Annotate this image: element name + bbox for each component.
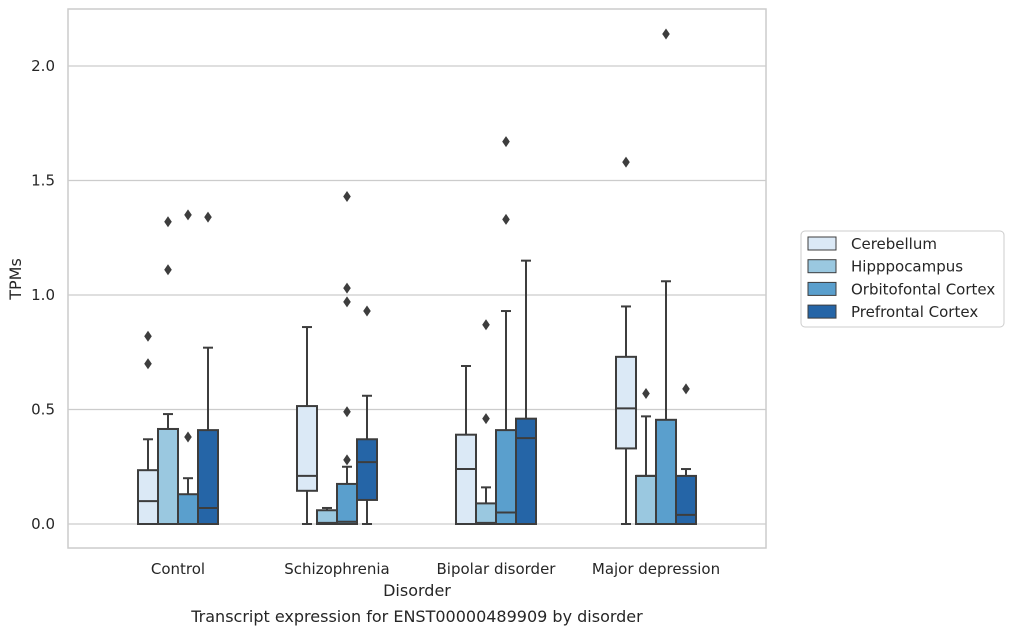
legend: Cerebellum Hipppocampus Orbitofontal Corte… [800,230,1005,328]
outlier-point [502,136,510,148]
box-1-4 [615,156,637,525]
outlier-point [144,358,152,370]
outlier-point [662,28,670,40]
box-body [655,418,677,525]
y-tick-labels: 0.0 0.5 1.0 1.5 2.0 [31,57,55,533]
x-axis-label: Disorder [383,581,451,600]
x-tick-label: Schizophrenia [284,560,389,578]
y-axis-label: TPMs [6,258,25,301]
box-3-1 [177,209,199,526]
x-tick-labels: Control Schizophrenia Bipolar disorder Majo… [151,560,720,578]
box-1-1 [137,330,159,525]
legend-swatch [807,281,837,296]
y-tick-label: 0.5 [31,401,55,419]
legend-item: Cerebellum [807,235,937,253]
box-3-3 [495,136,517,525]
outlier-point [343,191,351,203]
box-body [455,433,477,525]
legend-label: Prefrontal Cortex [851,303,978,321]
x-tick-label: Control [151,560,205,578]
legend-swatch [807,259,837,274]
legend-item: Prefrontal Cortex [807,303,978,321]
legend-swatch [807,304,837,319]
box-body [137,469,159,525]
outlier-point [343,296,351,308]
outlier-point [343,282,351,294]
x-tick-label: Major depression [592,560,720,578]
box-2-3 [475,319,497,526]
outlier-point [184,431,192,443]
box-body [356,438,378,501]
box-body [635,474,657,526]
outlier-point [642,387,650,399]
legend-item: Orbitofontal Cortex [807,280,995,298]
outlier-point [502,213,510,225]
box-3-4 [655,28,677,525]
chart-caption: Transcript expression for ENST0000048990… [190,607,643,626]
outlier-point [482,413,490,425]
legend-label: Hipppocampus [851,258,963,276]
outlier-point [164,216,172,228]
legend-label: Orbitofontal Cortex [851,280,995,298]
box-body [197,429,219,525]
outlier-point [622,156,630,168]
box-body [475,502,497,526]
box-body [336,482,358,525]
outlier-point [144,330,152,342]
box-body [495,429,517,525]
box-2-2 [316,506,338,526]
box-body [615,355,637,450]
outlier-point [363,305,371,317]
legend-label: Cerebellum [851,235,937,253]
outlier-point [204,211,212,223]
box-body [675,474,697,526]
outlier-point [482,319,490,331]
boxes-layer [137,28,697,526]
outlier-point [682,383,690,395]
outlier-point [343,406,351,418]
legend-swatch [807,236,837,251]
outlier-point [343,454,351,466]
box-4-1 [197,211,219,525]
box-1-3 [455,364,477,525]
outlier-point [184,209,192,221]
box-2-1 [157,216,179,525]
y-tick-label: 1.0 [31,286,55,304]
legend-item: Hipppocampus [807,258,963,276]
y-tick-label: 2.0 [31,57,55,75]
box-1-2 [296,326,318,525]
y-tick-label: 0.0 [31,515,55,533]
box-body [177,493,199,526]
y-tick-label: 1.5 [31,172,55,190]
box-body [296,405,318,492]
box-4-4 [675,383,697,526]
legend-frame [800,230,1005,328]
box-body [157,427,179,525]
box-3-2 [336,191,358,525]
outlier-point [164,264,172,276]
plot-frame [67,8,767,549]
box-2-4 [635,387,657,526]
box-body [515,417,537,525]
x-tick-label: Bipolar disorder [437,560,557,578]
box-4-3 [515,259,537,525]
box-4-2 [356,305,378,525]
